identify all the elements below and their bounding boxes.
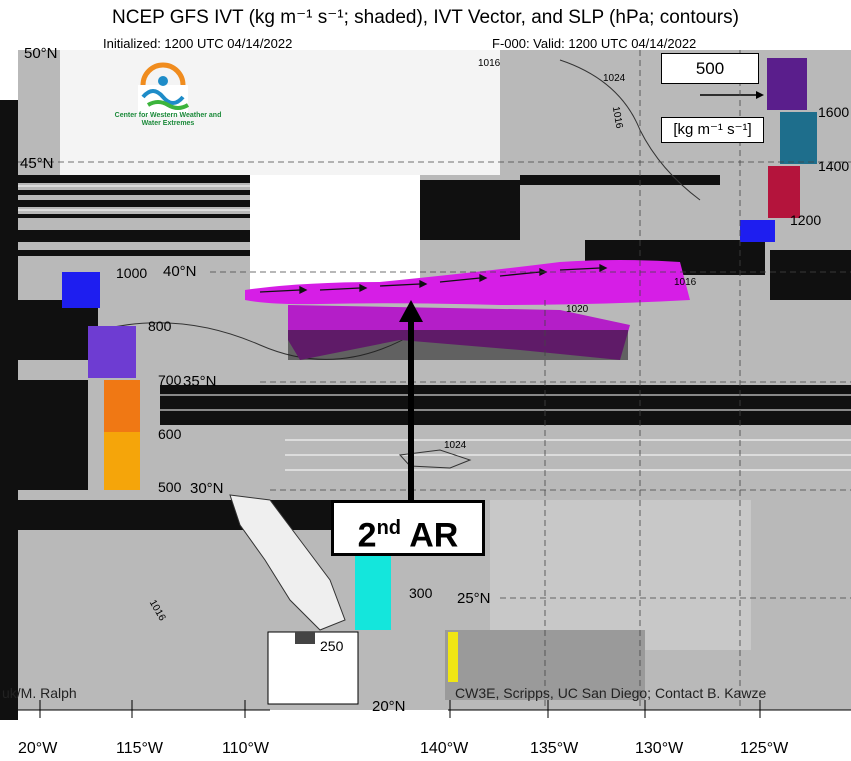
striped-gray-area: [490, 500, 751, 650]
lon-label-125w: 125°W: [740, 740, 789, 757]
credit-right: CW3E, Scripps, UC San Diego; Contact B. …: [455, 685, 767, 701]
cbar-label-250: 250: [320, 638, 344, 654]
cbar-label-700: 700: [158, 372, 182, 388]
right-colorbar: [740, 58, 817, 242]
cw3e-logo-icon: [138, 62, 190, 115]
lat-label-25: 25°N: [457, 590, 491, 607]
inset-dark: [295, 632, 315, 644]
lat-label-45: 45°N: [20, 155, 54, 172]
lon-label-115w: 115°W: [116, 740, 164, 757]
baja-california: [229, 494, 346, 631]
cbar-label-1600: 1600: [818, 104, 850, 120]
logo-caption: Center for Western Weather and Water Ext…: [114, 112, 222, 127]
lon-label-120w: 20°W: [18, 740, 58, 757]
slp-label: 1016: [478, 58, 501, 69]
cbar-label-1200: 1200: [790, 212, 822, 228]
cbar-label-300: 300: [409, 585, 433, 601]
map-title: NCEP GFS IVT (kg m⁻¹ s⁻¹; shaded), IVT V…: [112, 7, 739, 28]
contour-north: [559, 59, 701, 201]
north-white-region: [60, 50, 500, 175]
ivt-vectors: [259, 263, 608, 295]
ar-annotation-number: 2: [357, 516, 377, 555]
cbar-label-500: 500: [158, 479, 182, 495]
valid-time: F-000: Valid: 1200 UTC 04/14/2022: [492, 36, 697, 51]
lat-label-30: 30°N: [190, 480, 224, 497]
cbar-label-1400: 1400: [818, 158, 850, 174]
cbar-label-800: 800: [148, 318, 172, 334]
lat-label-40: 40°N: [163, 263, 197, 280]
cbar-label-600: 600: [158, 426, 182, 442]
slp-label: 1024: [603, 73, 626, 84]
cbar-label-1000: 1000: [116, 265, 148, 281]
lon-label-140w: 140°W: [420, 740, 469, 757]
ar-dark-streak: [288, 330, 628, 360]
credit-left: uk/M. Ralph: [2, 685, 77, 701]
slp-label: 1020: [566, 304, 589, 315]
ar-annotation-suffix: nd: [376, 517, 402, 539]
slp-label: 1016: [674, 277, 697, 288]
lat-label-50: 50°N: [24, 45, 58, 62]
reference-vector-value: 500: [661, 53, 759, 84]
ar-annotation-text: AR: [401, 516, 459, 555]
streak-lines: [18, 185, 851, 471]
central-white-region: [250, 175, 420, 290]
streak-bands: [0, 100, 851, 720]
graticule: [18, 50, 851, 710]
lat-label-20: 20°N: [372, 698, 406, 715]
init-time: Initialized: 1200 UTC 04/14/2022: [103, 36, 293, 51]
lon-label-110w: 110°W: [222, 740, 270, 757]
ar-pointer-head: [399, 300, 423, 322]
units-label: [kg m⁻¹ s⁻¹]: [661, 117, 764, 143]
ar-annotation: 2nd AR: [331, 500, 485, 556]
lon-label-130w: 130°W: [635, 740, 684, 757]
bottom-ticks: [18, 700, 851, 718]
ar-filament: [245, 260, 690, 305]
lat-label-35: 35°N: [183, 373, 217, 390]
lon-label-135w: 135°W: [530, 740, 579, 757]
slp-label: 1024: [444, 440, 467, 451]
